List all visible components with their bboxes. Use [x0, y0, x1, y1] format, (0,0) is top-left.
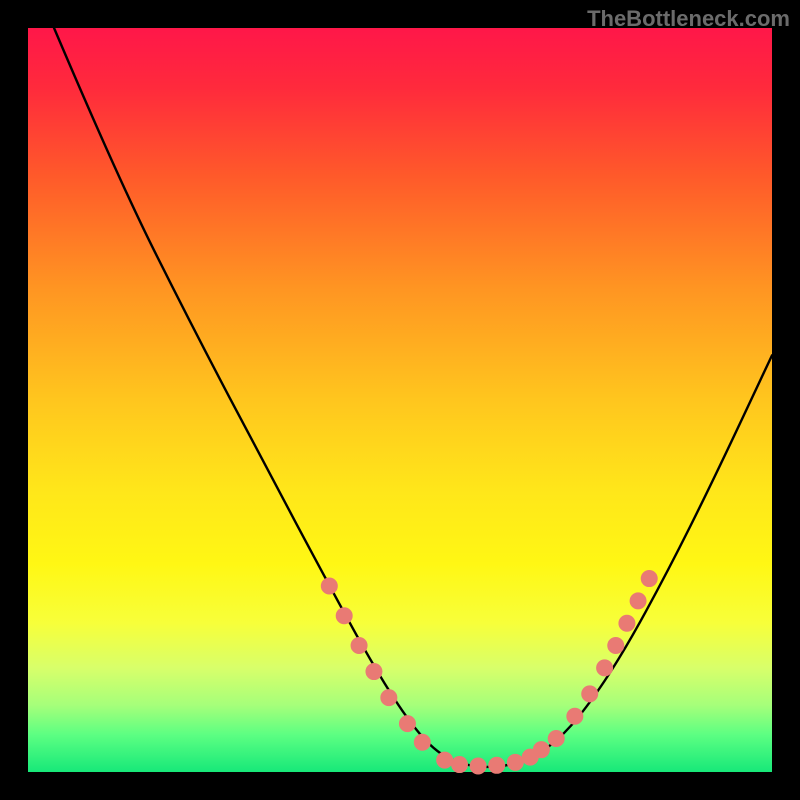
chart-background-gradient — [28, 28, 772, 772]
data-marker — [608, 638, 624, 654]
bottleneck-chart: TheBottleneck.com — [0, 0, 800, 800]
data-marker — [548, 731, 564, 747]
data-marker — [351, 638, 367, 654]
data-marker — [336, 608, 352, 624]
data-marker — [399, 716, 415, 732]
data-marker — [619, 615, 635, 631]
data-marker — [452, 757, 468, 773]
data-marker — [567, 708, 583, 724]
data-marker — [582, 686, 598, 702]
data-marker — [321, 578, 337, 594]
data-marker — [630, 593, 646, 609]
data-marker — [470, 758, 486, 774]
data-marker — [437, 752, 453, 768]
data-marker — [489, 757, 505, 773]
data-marker — [507, 754, 523, 770]
watermark-text: TheBottleneck.com — [587, 6, 790, 32]
data-marker — [366, 664, 382, 680]
data-marker — [414, 734, 430, 750]
data-marker — [381, 690, 397, 706]
data-marker — [641, 571, 657, 587]
chart-svg — [0, 0, 800, 800]
data-marker — [597, 660, 613, 676]
data-marker — [533, 742, 549, 758]
